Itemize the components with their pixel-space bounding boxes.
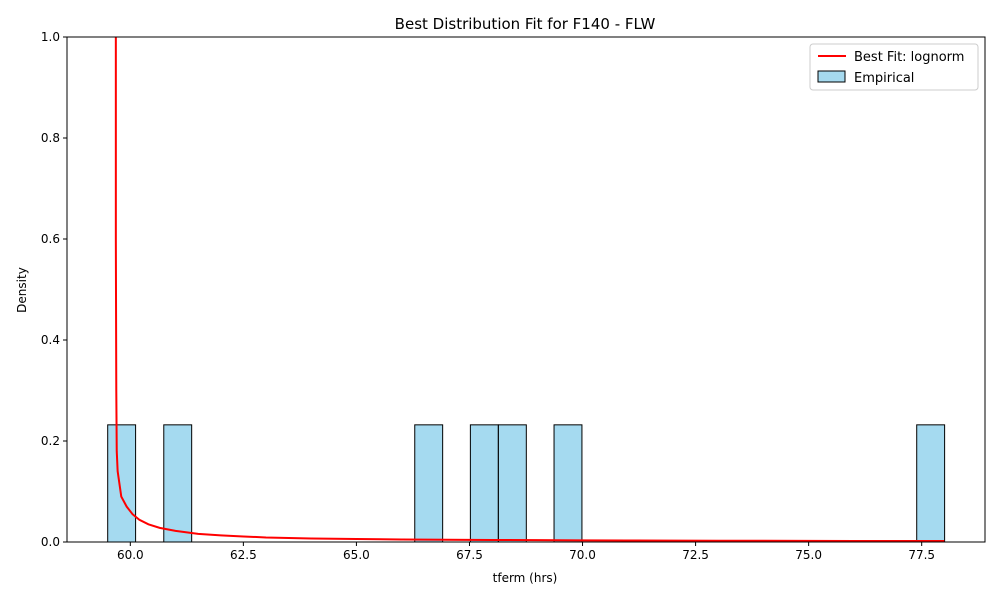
histogram-bar bbox=[469, 424, 499, 543]
histogram-bar bbox=[163, 424, 193, 543]
x-axis-label: tferm (hrs) bbox=[493, 571, 558, 585]
x-tick-label: 75.0 bbox=[795, 548, 822, 562]
histogram-bar bbox=[497, 424, 527, 543]
legend-empirical-label: Empirical bbox=[854, 71, 914, 86]
y-tick-label: 0.6 bbox=[41, 232, 60, 246]
y-tick-label: 0.0 bbox=[41, 535, 60, 549]
x-tick-label: 62.5 bbox=[230, 548, 257, 562]
x-tick-label: 60.0 bbox=[117, 548, 144, 562]
x-tick-label: 70.0 bbox=[569, 548, 596, 562]
y-axis-label: Density bbox=[15, 267, 29, 313]
chart-title: Best Distribution Fit for F140 - FLW bbox=[395, 15, 656, 33]
x-tick-label: 72.5 bbox=[682, 548, 709, 562]
y-axis: 0.0 0.2 0.4 0.6 0.8 1.0 bbox=[41, 30, 67, 549]
x-tick-label: 65.0 bbox=[343, 548, 370, 562]
histogram-bar bbox=[414, 424, 444, 543]
x-axis: 60.0 62.5 65.0 67.5 70.0 72.5 75.0 77.5 bbox=[117, 542, 935, 562]
y-tick-label: 0.4 bbox=[41, 333, 60, 347]
y-tick-label: 0.8 bbox=[41, 131, 60, 145]
y-tick-label: 1.0 bbox=[41, 30, 60, 44]
legend: Best Fit: lognorm Empirical bbox=[809, 43, 979, 91]
x-tick-label: 77.5 bbox=[908, 548, 935, 562]
plot-frame bbox=[66, 36, 986, 543]
fit-line bbox=[114, 37, 945, 543]
legend-empirical-swatch bbox=[817, 70, 846, 83]
histogram-bar bbox=[553, 424, 583, 543]
y-tick-label: 0.2 bbox=[41, 434, 60, 448]
x-tick-label: 67.5 bbox=[456, 548, 483, 562]
histogram-bars bbox=[107, 424, 946, 543]
legend-box bbox=[809, 43, 979, 91]
legend-fit-label: Best Fit: lognorm bbox=[854, 50, 964, 65]
histogram-bar bbox=[107, 424, 137, 543]
histogram-bar bbox=[916, 424, 946, 543]
